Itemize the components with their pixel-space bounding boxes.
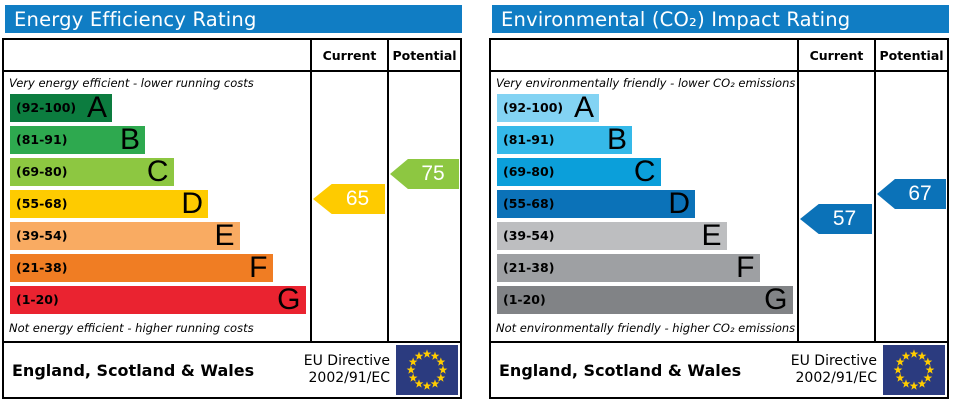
eu-directive-line1: EU Directive	[303, 352, 390, 369]
band-range-label: (92-100)	[503, 100, 564, 116]
band-letter: E	[701, 218, 722, 252]
bottom-note: Not environmentally friendly - higher CO…	[496, 321, 796, 336]
band-range-label: (1-20)	[503, 292, 546, 308]
band-letter: F	[736, 250, 755, 284]
chart-body: Very energy efficient - lower running co…	[4, 72, 460, 341]
band-range-label: (21-38)	[16, 260, 68, 276]
band-bar-e: (39-54) E	[497, 218, 727, 252]
eu-directive-line2: 2002/91/EC	[795, 370, 878, 386]
column-header-row: Current Potential	[491, 40, 947, 72]
potential-column-header: Potential	[874, 40, 947, 70]
band-letter: A	[86, 90, 107, 124]
band-row-f: (21-38) F	[10, 250, 310, 284]
band-letter: B	[606, 122, 627, 156]
eu-directive-line1: EU Directive	[790, 352, 877, 369]
band-bar-f: (21-38) F	[10, 250, 273, 284]
band-bar-b: (81-91) B	[497, 122, 632, 156]
eu-directive-line2: 2002/91/EC	[308, 370, 391, 386]
band-bar-c: (69-80) C	[497, 154, 661, 188]
chart-table: Current Potential Very environmentally f…	[489, 38, 949, 399]
empty-header-cell	[4, 40, 310, 70]
band-letter: B	[119, 122, 140, 156]
band-range-label: (39-54)	[503, 228, 555, 244]
band-letter: A	[573, 90, 594, 124]
band-row-a: (92-100) A	[497, 90, 797, 124]
band-row-d: (55-68) D	[497, 186, 797, 220]
column-header-row: Current Potential	[4, 40, 460, 72]
band-row-e: (39-54) E	[10, 218, 310, 252]
empty-header-cell	[491, 40, 797, 70]
band-bar-a: (92-100) A	[497, 90, 599, 124]
current-column	[797, 72, 874, 341]
band-row-c: (69-80) C	[497, 154, 797, 188]
region-label: England, Scotland & Wales	[12, 360, 255, 380]
band-range-label: (69-80)	[503, 164, 555, 180]
band-row-c: (69-80) C	[10, 154, 310, 188]
band-range-label: (21-38)	[503, 260, 555, 276]
band-bar-d: (55-68) D	[497, 186, 695, 220]
band-letter: D	[181, 186, 203, 220]
eu-directive-label: EU Directive 2002/91/EC	[791, 353, 883, 388]
bands-column: Very environmentally friendly - lower CO…	[491, 72, 797, 341]
chart-table: Current Potential Very energy efficient …	[2, 38, 462, 399]
band-range-label: (69-80)	[16, 164, 68, 180]
band-letter: E	[214, 218, 235, 252]
environmental-co2-impact-rating-chart: Environmental (CO₂) Impact Rating Curren…	[489, 5, 949, 399]
potential-column	[874, 72, 947, 341]
band-letter: C	[146, 154, 169, 188]
potential-column-header: Potential	[387, 40, 460, 70]
chart-body: Very environmentally friendly - lower CO…	[491, 72, 947, 341]
eu-directive-label: EU Directive 2002/91/EC	[304, 353, 396, 388]
band-row-g: (1-20) G	[497, 282, 797, 316]
band-row-b: (81-91) B	[497, 122, 797, 156]
band-range-label: (39-54)	[16, 228, 68, 244]
band-bar-f: (21-38) F	[497, 250, 760, 284]
band-letter: G	[764, 282, 788, 316]
bands-column: Very energy efficient - lower running co…	[4, 72, 310, 341]
band-range-label: (92-100)	[16, 100, 77, 116]
band-letter: C	[633, 154, 656, 188]
band-bar-e: (39-54) E	[10, 218, 240, 252]
region-label: England, Scotland & Wales	[499, 360, 742, 380]
chart-title: Environmental (CO₂) Impact Rating	[501, 7, 851, 31]
band-row-d: (55-68) D	[10, 186, 310, 220]
band-row-a: (92-100) A	[10, 90, 310, 124]
band-letter: D	[668, 186, 690, 220]
band-letter: F	[249, 250, 268, 284]
current-column-header: Current	[310, 40, 387, 70]
band-bar-g: (1-20) G	[10, 282, 306, 316]
band-range-label: (55-68)	[503, 196, 555, 212]
eu-flag	[396, 345, 458, 395]
band-bar-a: (92-100) A	[10, 90, 112, 124]
chart-title-bar: Environmental (CO₂) Impact Rating	[492, 5, 949, 33]
eu-flag	[883, 345, 945, 395]
band-range-label: (81-91)	[503, 132, 555, 148]
band-row-e: (39-54) E	[497, 218, 797, 252]
current-column-header: Current	[797, 40, 874, 70]
potential-column	[387, 72, 460, 341]
chart-title-bar: Energy Efficiency Rating	[5, 5, 462, 33]
band-row-b: (81-91) B	[10, 122, 310, 156]
chart-footer: England, Scotland & Wales EU Directive 2…	[4, 341, 460, 397]
current-column	[310, 72, 387, 341]
band-range-label: (1-20)	[16, 292, 59, 308]
band-bar-c: (69-80) C	[10, 154, 174, 188]
top-note: Very environmentally friendly - lower CO…	[496, 76, 796, 90]
bottom-note: Not energy efficient - higher running co…	[9, 321, 254, 336]
energy-efficiency-rating-chart: Energy Efficiency Rating Current Potenti…	[2, 5, 462, 399]
band-bar-b: (81-91) B	[10, 122, 145, 156]
rating-bands: (92-100) A (81-91) B (69-80) C (55-68) D (39-54)…	[491, 90, 797, 318]
chart-title: Energy Efficiency Rating	[14, 7, 257, 31]
top-note: Very energy efficient - lower running co…	[9, 76, 254, 90]
band-bar-d: (55-68) D	[10, 186, 208, 220]
band-row-g: (1-20) G	[10, 282, 310, 316]
band-letter: G	[277, 282, 301, 316]
band-range-label: (55-68)	[16, 196, 68, 212]
band-row-f: (21-38) F	[497, 250, 797, 284]
chart-footer: England, Scotland & Wales EU Directive 2…	[491, 341, 947, 397]
band-range-label: (81-91)	[16, 132, 68, 148]
rating-bands: (92-100) A (81-91) B (69-80) C (55-68) D (39-54)…	[4, 90, 310, 318]
band-bar-g: (1-20) G	[497, 282, 793, 316]
